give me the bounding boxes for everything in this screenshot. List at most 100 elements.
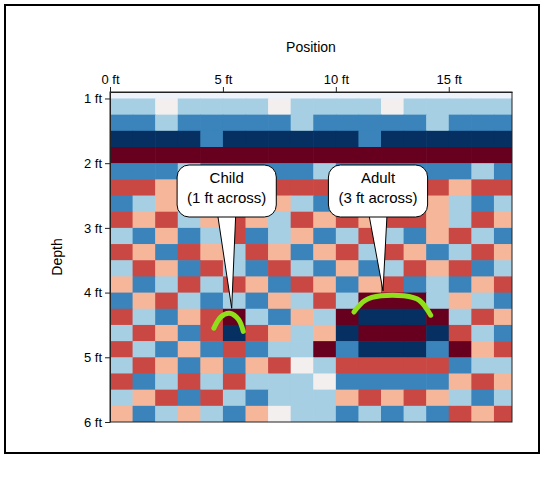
cell xyxy=(178,390,201,407)
cell xyxy=(404,147,427,164)
tick-label: 5 ft xyxy=(84,350,102,365)
axis-line xyxy=(110,93,111,423)
cell xyxy=(178,373,201,390)
cell xyxy=(471,131,494,148)
cell xyxy=(246,406,269,422)
cell xyxy=(449,276,472,293)
cell xyxy=(291,228,314,245)
cell xyxy=(200,244,223,261)
tick: 15 ft xyxy=(437,72,463,92)
tick-mark xyxy=(223,87,224,92)
cell xyxy=(155,212,178,229)
cell xyxy=(313,228,336,245)
cell xyxy=(178,244,201,261)
cell xyxy=(494,341,512,358)
cell xyxy=(494,163,512,180)
cell xyxy=(178,406,201,422)
cell xyxy=(404,390,427,407)
cell xyxy=(246,228,269,245)
cell xyxy=(426,276,449,293)
cell xyxy=(358,406,381,422)
cell xyxy=(110,147,133,164)
cell xyxy=(246,309,269,326)
cell xyxy=(178,293,201,310)
cell xyxy=(291,373,314,390)
cell xyxy=(200,357,223,374)
cell xyxy=(381,390,404,407)
cell xyxy=(291,244,314,261)
cell xyxy=(110,163,133,180)
tick-label: 10 ft xyxy=(324,72,350,87)
cell xyxy=(110,373,133,390)
cell xyxy=(381,131,404,148)
tick-mark xyxy=(449,87,450,92)
y-axis-title: Depth xyxy=(49,238,65,275)
cell xyxy=(313,406,336,422)
cell xyxy=(313,309,336,326)
cell xyxy=(200,293,223,310)
cell xyxy=(223,390,246,407)
cell xyxy=(291,390,314,407)
cell xyxy=(246,341,269,358)
cell xyxy=(133,147,156,164)
cell xyxy=(336,341,359,358)
cell xyxy=(494,373,512,390)
cell xyxy=(404,228,427,245)
cell xyxy=(471,390,494,407)
callout: Adult(3 ft across) xyxy=(328,165,427,291)
cell xyxy=(449,260,472,277)
cell xyxy=(291,212,314,229)
tick-label: 3 ft xyxy=(84,221,102,236)
cell xyxy=(110,341,133,358)
cell xyxy=(133,390,156,407)
cell xyxy=(336,390,359,407)
cell xyxy=(291,341,314,358)
tick-label: 1 ft xyxy=(84,91,102,106)
cell xyxy=(336,147,359,164)
cell xyxy=(178,341,201,358)
cell xyxy=(404,260,427,277)
axis-line xyxy=(111,92,513,93)
cell xyxy=(336,373,359,390)
cell xyxy=(426,163,449,180)
cell xyxy=(449,163,472,180)
x-axis-title: Position xyxy=(286,39,336,55)
cell xyxy=(426,98,449,115)
cell xyxy=(471,373,494,390)
cell xyxy=(381,325,404,342)
cell xyxy=(471,179,494,196)
cell xyxy=(471,228,494,245)
tick: 5 ft xyxy=(84,350,110,365)
cell xyxy=(494,357,512,374)
cell xyxy=(313,293,336,310)
cell xyxy=(404,325,427,342)
cell xyxy=(291,276,314,293)
callout-text: Child xyxy=(210,169,244,186)
cell xyxy=(426,357,449,374)
tick: 3 ft xyxy=(84,221,110,236)
cell xyxy=(223,131,246,148)
cell xyxy=(404,115,427,132)
cell xyxy=(471,244,494,261)
cell xyxy=(155,244,178,261)
cell xyxy=(133,163,156,180)
tick-label: 15 ft xyxy=(437,72,463,87)
cell xyxy=(381,98,404,115)
cell xyxy=(494,309,512,326)
cell xyxy=(200,373,223,390)
cell xyxy=(404,357,427,374)
cell xyxy=(358,357,381,374)
cell xyxy=(449,373,472,390)
callout-pointer xyxy=(369,215,387,291)
cell xyxy=(471,98,494,115)
cell xyxy=(155,131,178,148)
cell xyxy=(449,406,472,422)
cell xyxy=(268,357,291,374)
cell xyxy=(336,276,359,293)
cell xyxy=(358,115,381,132)
cell xyxy=(223,357,246,374)
cell xyxy=(426,341,449,358)
cell xyxy=(494,260,512,277)
cell xyxy=(358,373,381,390)
cell xyxy=(110,179,133,196)
